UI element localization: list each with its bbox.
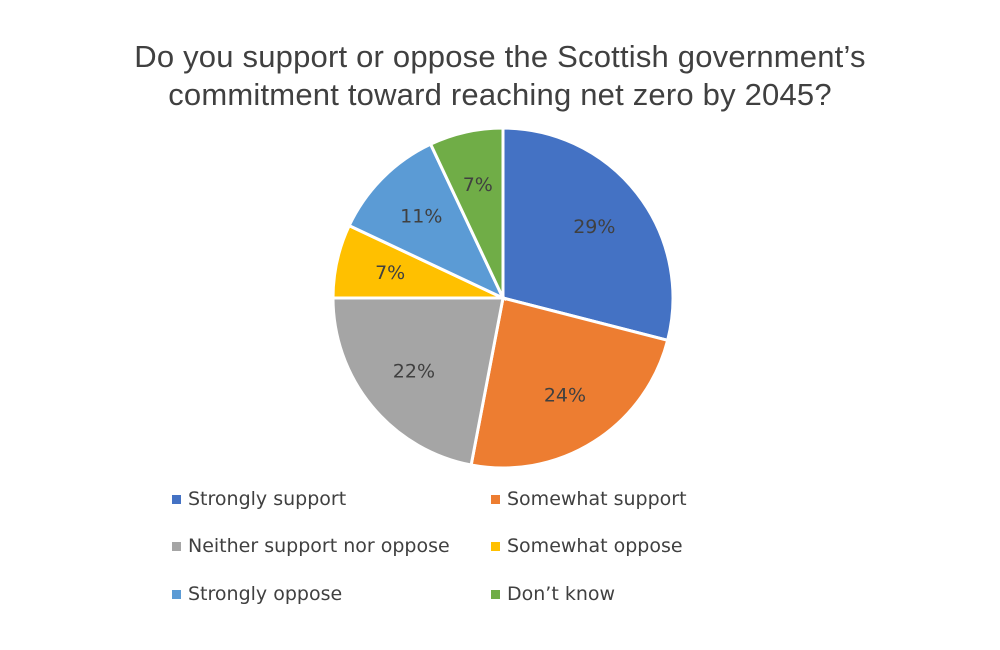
legend-swatch [172, 541, 181, 551]
legend-label: Neither support nor oppose [188, 535, 450, 557]
legend-label: Strongly oppose [188, 583, 343, 605]
legend-label: Don’t know [507, 583, 616, 605]
data-label-strongly-oppose: 11% [400, 205, 442, 227]
legend-item-somewhat-support: Somewhat support [491, 484, 687, 514]
legend-item-strongly-support: Strongly support [172, 484, 346, 514]
legend-item-somewhat-oppose: Somewhat oppose [491, 531, 683, 561]
legend-swatch [491, 589, 500, 599]
data-label-somewhat-support: 24% [544, 385, 586, 407]
legend-swatch [172, 494, 181, 504]
legend-label: Strongly support [188, 488, 347, 510]
legend-swatch [491, 541, 500, 551]
legend-label: Somewhat support [507, 488, 687, 510]
chart-title-line-2: commitment toward reaching net zero by 2… [168, 77, 832, 112]
legend-item-don-t-know: Don’t know [491, 579, 615, 609]
pie-slice-somewhat-support [469, 296, 670, 470]
chart-title: Do you support or oppose the Scottish go… [0, 38, 1000, 114]
data-label-neither-support-nor-oppose: 22% [393, 361, 435, 383]
legend-label: Somewhat oppose [507, 535, 683, 557]
pie-slice-strongly-oppose [347, 142, 507, 302]
pie-slice-don-t-know [428, 126, 505, 299]
legend-item-neither-support-nor-oppose: Neither support nor oppose [172, 531, 450, 561]
data-label-strongly-support: 29% [573, 216, 615, 238]
data-label-don-t-know: 7% [463, 174, 493, 196]
legend-item-strongly-oppose: Strongly oppose [172, 579, 342, 609]
data-label-somewhat-oppose: 7% [375, 262, 405, 284]
pie-slice-strongly-support [501, 126, 675, 343]
legend-swatch [172, 589, 181, 599]
chart-title-line-1: Do you support or oppose the Scottish go… [134, 39, 866, 74]
pie-slice-neither-support-nor-oppose [331, 296, 505, 467]
legend-swatch [491, 494, 500, 504]
